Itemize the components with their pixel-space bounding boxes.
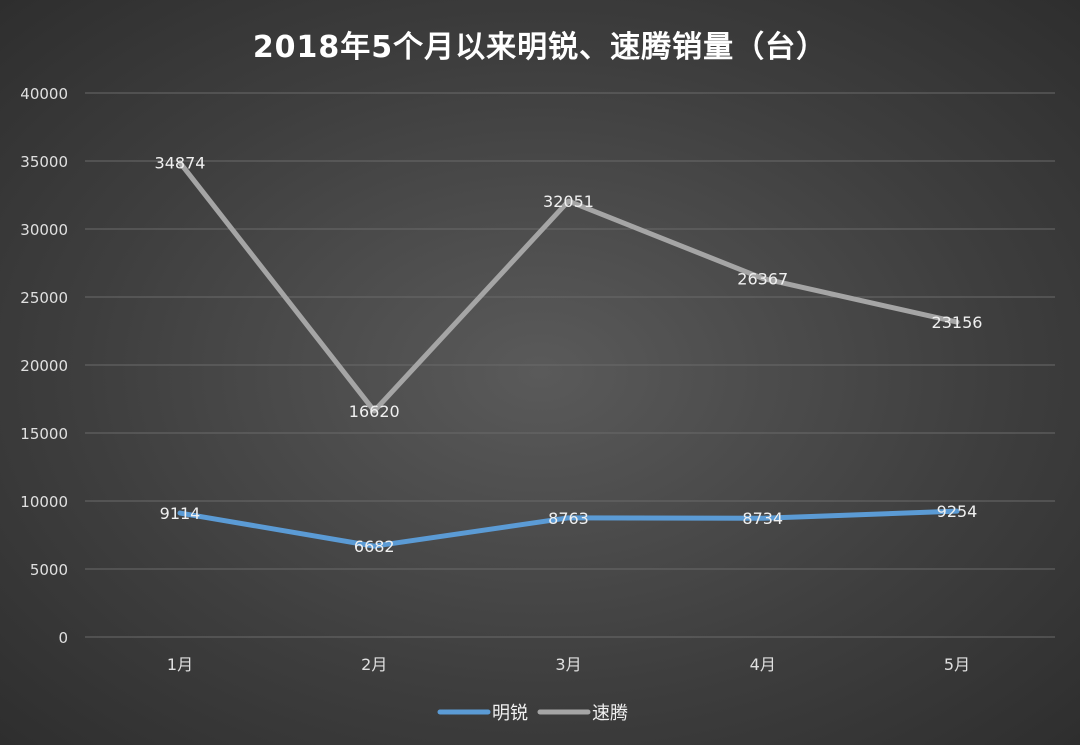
chart-title: 2018年5个月以来明锐、速腾销量（台） (252, 30, 828, 65)
y-tick-label: 10000 (20, 493, 68, 511)
data-label: 8763 (548, 509, 589, 528)
series-line-速腾 (177, 160, 960, 414)
data-label: 8734 (742, 509, 783, 528)
data-label: 9114 (160, 504, 201, 523)
y-tick-label: 35000 (20, 153, 68, 171)
y-tick-label: 15000 (20, 425, 68, 443)
x-tick-label: 3月 (555, 655, 581, 674)
data-label: 16620 (349, 402, 400, 421)
data-label: 9254 (937, 502, 978, 521)
data-label: 32051 (543, 192, 594, 211)
y-tick-label: 25000 (20, 289, 68, 307)
y-tick-label: 20000 (20, 357, 68, 375)
x-tick-label: 5月 (944, 655, 970, 674)
y-tick-label: 5000 (30, 561, 68, 579)
series-line-明锐 (177, 508, 960, 549)
x-tick-label: 2月 (361, 655, 387, 674)
data-label: 23156 (932, 313, 983, 332)
x-tick-label: 4月 (750, 655, 776, 674)
data-label: 34874 (155, 154, 206, 173)
y-tick-label: 40000 (20, 85, 68, 103)
data-label: 26367 (737, 269, 788, 288)
x-tick-label: 1月 (167, 655, 193, 674)
y-tick-label: 0 (58, 629, 68, 647)
y-tick-label: 30000 (20, 221, 68, 239)
legend-label: 速腾 (592, 703, 628, 724)
legend-label: 明锐 (492, 703, 528, 724)
data-label: 6682 (354, 537, 395, 556)
